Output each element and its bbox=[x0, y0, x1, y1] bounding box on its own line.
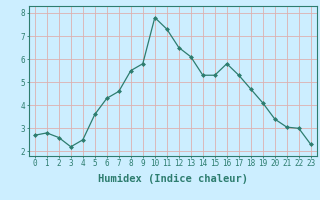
X-axis label: Humidex (Indice chaleur): Humidex (Indice chaleur) bbox=[98, 174, 248, 184]
